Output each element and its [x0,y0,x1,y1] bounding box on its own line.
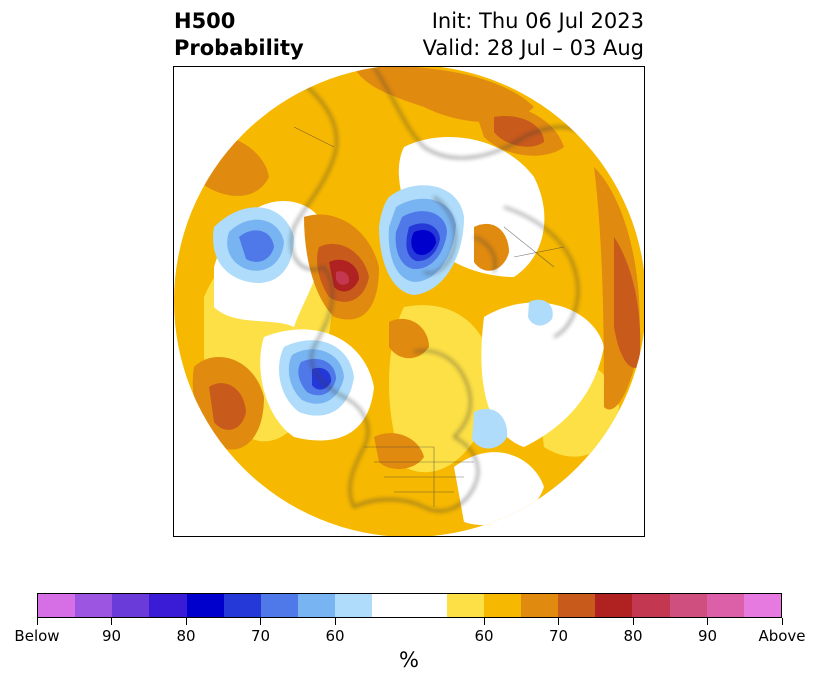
colorbar-tick-label: Below [14,627,60,645]
above-orange-east-small [474,223,509,271]
colorbar-segment [446,594,484,617]
colorbar-tick [707,618,708,625]
colorbar-segment [483,594,522,617]
above-red-ne [494,116,544,147]
colorbar-tick [483,618,485,625]
colorbar-tick [260,618,261,625]
colorbar-tick [558,618,559,625]
colorbar-segment [743,594,782,617]
below-deep-greenland [411,230,436,255]
colorbar-tick [781,618,783,625]
colorbar-tick-label: 70 [250,627,271,645]
colorbar-segment [669,594,707,617]
colorbar-tick [334,618,336,625]
colorbar-tick-label: 60 [474,627,494,645]
colorbar-segment [372,594,447,617]
probability-map [174,67,644,536]
valid-period: Valid: 28 Jul – 03 Aug [422,36,644,60]
colorbar-tick-label: Above [758,627,806,645]
colorbar-tick [185,618,187,625]
title-right: Init: Thu 06 Jul 2023 Valid: 28 Jul – 03… [423,8,644,62]
colorbar-tick [111,618,112,625]
above-darkpink-europe [336,271,350,285]
colorbar-tick [632,618,634,625]
colorbar-tick-label: 70 [548,627,569,645]
colorbar [37,593,782,618]
neutral-zone-5 [454,452,544,526]
colorbar-segment [223,594,261,617]
init-time: Init: Thu 06 Jul 2023 [431,9,644,33]
below-lightblue-asia [528,299,553,326]
colorbar-segment [149,594,187,617]
colorbar-segment [75,594,113,617]
map-frame [173,66,645,537]
colorbar-segment [260,594,299,617]
colorbar-tick-label: 80 [176,627,196,645]
colorbar-tick-label: 90 [101,627,122,645]
colorbar-segment [595,594,633,617]
title-left: H500 Probability [174,8,304,62]
title-product: Probability [174,36,304,60]
above-orange-us [374,433,424,469]
neutral-zone-4 [481,302,604,447]
below-lightblue-atlantic [472,408,508,449]
colorbar-unit-label: % [399,648,419,672]
colorbar-segment [521,594,559,617]
colorbar-tick [36,618,38,625]
above-red-pacific [209,383,246,430]
title-variable: H500 [174,9,236,33]
colorbar-segment [298,594,336,617]
below-mid-pacific [239,230,274,262]
colorbar-segment [632,594,670,617]
colorbar-segment [112,594,150,617]
above-red-east [614,237,641,368]
colorbar-segment [558,594,596,617]
colorbar-tick-label: 60 [325,627,345,645]
colorbar-segment [186,594,224,617]
colorbar-segment [706,594,744,617]
colorbar-tick-label: 90 [697,627,718,645]
colorbar-segment [38,594,76,617]
above-orange-canada [389,318,429,359]
colorbar-tick-label: 80 [623,627,643,645]
political-boundaries [293,126,565,507]
colorbar-segment [335,594,373,617]
